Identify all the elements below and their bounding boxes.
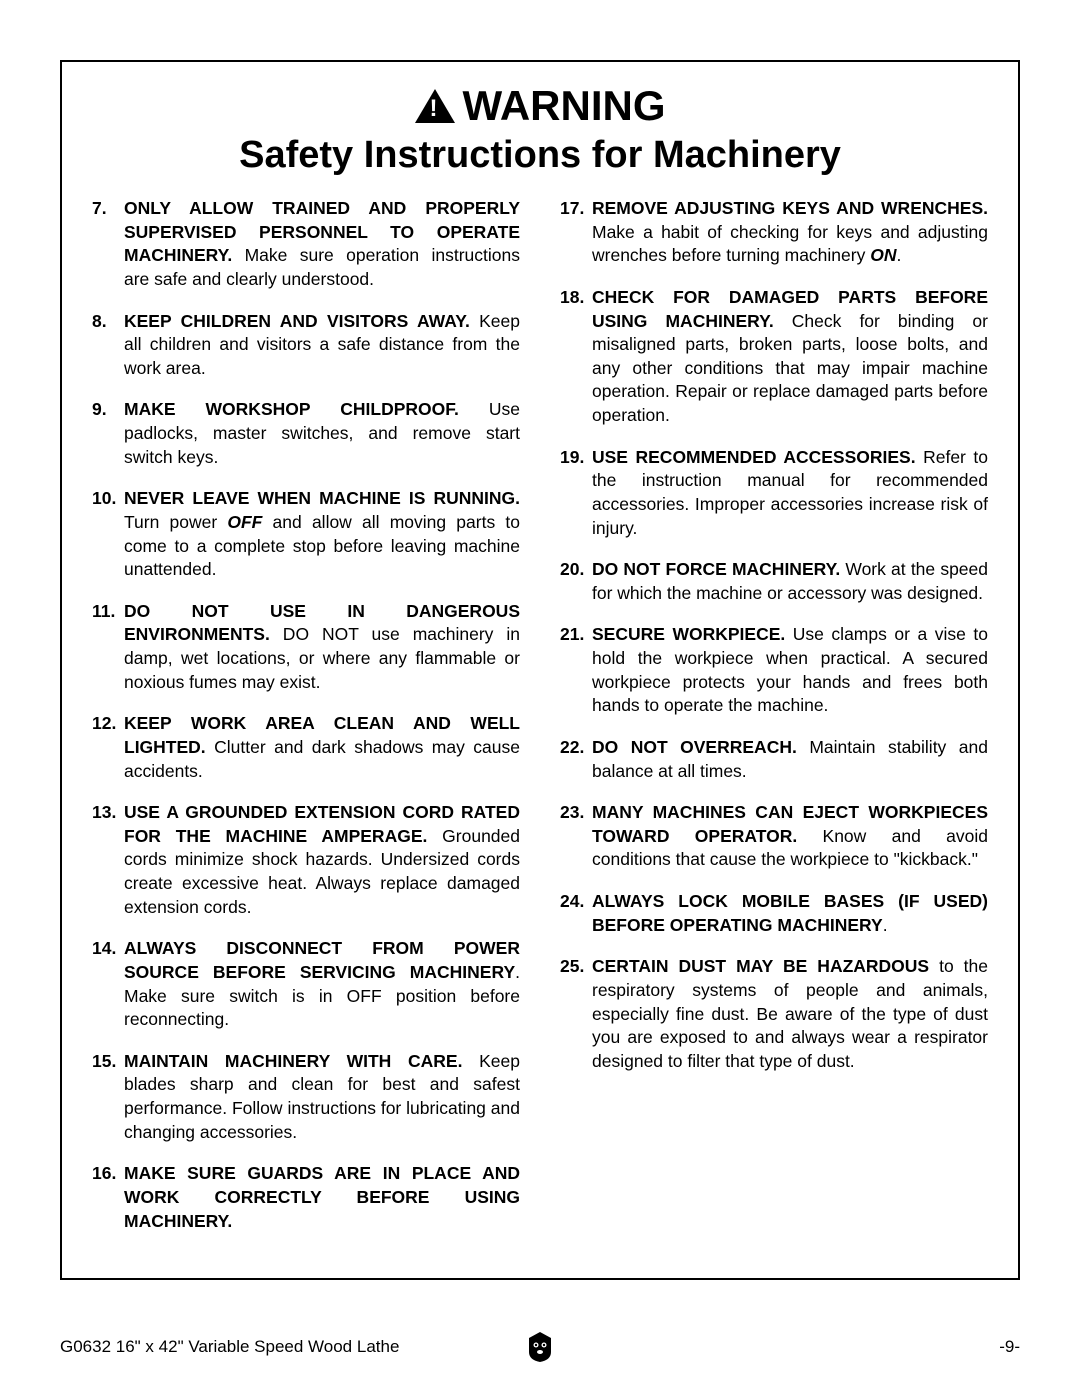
footer-left: G0632 16" x 42" Variable Speed Wood Lath… <box>60 1337 399 1357</box>
item-number: 16. <box>92 1162 124 1233</box>
item-bold-text: USE RECOMMENDED ACCESSORIES. <box>592 447 916 467</box>
item-bold-text: MAKE SURE GUARDS ARE IN PLACE AND WORK C… <box>124 1163 520 1230</box>
item-bold-text: USE A GROUNDED EXTENSION CORD RATED FOR … <box>124 802 520 846</box>
item-text: SECURE WORKPIECE. Use clamps or a vise t… <box>592 623 988 718</box>
item-text: USE A GROUNDED EXTENSION CORD RATED FOR … <box>124 801 520 919</box>
item-number: 7. <box>92 197 124 292</box>
item-number: 23. <box>560 801 592 872</box>
item-bold-text: MAKE WORKSHOP CHILDPROOF. <box>124 399 459 419</box>
item-text: NEVER LEAVE WHEN MACHINE IS RUNNING. Tur… <box>124 487 520 582</box>
list-item: 25.CERTAIN DUST MAY BE HAZARDOUS to the … <box>560 955 988 1073</box>
item-number: 10. <box>92 487 124 582</box>
item-number: 8. <box>92 310 124 381</box>
item-number: 12. <box>92 712 124 783</box>
item-text: CERTAIN DUST MAY BE HAZARDOUS to the res… <box>592 955 988 1073</box>
header: WARNING Safety Instructions for Machiner… <box>92 82 988 177</box>
footer-right: -9- <box>999 1337 1020 1357</box>
footer-logo-icon <box>525 1330 555 1364</box>
list-item: 23.MANY MACHINES CAN EJECT WORKPIECES TO… <box>560 801 988 872</box>
list-item: 11.DO NOT USE IN DANGEROUS ENVIRONMENTS.… <box>92 600 520 695</box>
item-number: 11. <box>92 600 124 695</box>
list-item: 8.KEEP CHILDREN AND VISITORS AWAY. Keep … <box>92 310 520 381</box>
list-item: 10.NEVER LEAVE WHEN MACHINE IS RUNNING. … <box>92 487 520 582</box>
warning-line: WARNING <box>92 82 988 130</box>
item-text: MANY MACHINES CAN EJECT WORKPIECES TOWAR… <box>592 801 988 872</box>
item-bold-text: NEVER LEAVE WHEN MACHINE IS RUNNING. <box>124 488 520 508</box>
right-column: 17.REMOVE ADJUSTING KEYS AND WRENCHES. M… <box>560 197 988 1251</box>
item-text: KEEP WORK AREA CLEAN AND WELL LIGHTED. C… <box>124 712 520 783</box>
warning-text: WARNING <box>463 82 666 130</box>
item-bold-text: CHECK FOR DAMAGED PARTS BEFORE USING MAC… <box>592 287 988 331</box>
item-number: 9. <box>92 398 124 469</box>
item-number: 22. <box>560 736 592 783</box>
item-bold-text: DO NOT OVERREACH. <box>592 737 797 757</box>
list-item: 24.ALWAYS LOCK MOBILE BASES (IF USED) BE… <box>560 890 988 937</box>
subtitle: Safety Instructions for Machinery <box>92 134 988 177</box>
left-column: 7.ONLY ALLOW TRAINED AND PROPERLY SUPERV… <box>92 197 520 1251</box>
item-number: 19. <box>560 446 592 541</box>
list-item: 14.ALWAYS DISCONNECT FROM POWER SOURCE B… <box>92 937 520 1032</box>
item-number: 24. <box>560 890 592 937</box>
list-item: 19.USE RECOMMENDED ACCESSORIES. Refer to… <box>560 446 988 541</box>
item-number: 15. <box>92 1050 124 1145</box>
item-bold-text: REMOVE ADJUSTING KEYS AND WRENCHES. <box>592 198 988 218</box>
item-text: ALWAYS LOCK MOBILE BASES (IF USED) BEFOR… <box>592 890 988 937</box>
list-item: 18.CHECK FOR DAMAGED PARTS BEFORE USING … <box>560 286 988 428</box>
list-item: 7.ONLY ALLOW TRAINED AND PROPERLY SUPERV… <box>92 197 520 292</box>
item-bold-text: MAINTAIN MACHINERY WITH CARE. <box>124 1051 462 1071</box>
item-number: 25. <box>560 955 592 1073</box>
list-item: 12.KEEP WORK AREA CLEAN AND WELL LIGHTED… <box>92 712 520 783</box>
list-item: 9.MAKE WORKSHOP CHILDPROOF. Use padlocks… <box>92 398 520 469</box>
list-item: 22.DO NOT OVERREACH. Maintain stability … <box>560 736 988 783</box>
item-number: 18. <box>560 286 592 428</box>
item-text: DO NOT FORCE MACHINERY. Work at the spee… <box>592 558 988 605</box>
item-bold-text: MANY MACHINES CAN EJECT WORKPIECES TOWAR… <box>592 802 988 846</box>
item-text: KEEP CHILDREN AND VISITORS AWAY. Keep al… <box>124 310 520 381</box>
item-number: 17. <box>560 197 592 268</box>
page-border: WARNING Safety Instructions for Machiner… <box>60 60 1020 1280</box>
item-number: 14. <box>92 937 124 1032</box>
item-number: 13. <box>92 801 124 919</box>
item-text: ALWAYS DISCONNECT FROM POWER SOURCE BEFO… <box>124 937 520 1032</box>
item-bold-text: DO NOT USE IN DANGEROUS ENVIRONMENTS. <box>124 601 520 645</box>
item-number: 20. <box>560 558 592 605</box>
item-bold-text: KEEP CHILDREN AND VISITORS AWAY. <box>124 311 470 331</box>
item-emphasis: ON <box>870 245 896 265</box>
list-item: 17.REMOVE ADJUSTING KEYS AND WRENCHES. M… <box>560 197 988 268</box>
list-item: 20.DO NOT FORCE MACHINERY. Work at the s… <box>560 558 988 605</box>
item-bold-text: ONLY ALLOW TRAINED AND PROPERLY SUPERVIS… <box>124 198 520 265</box>
list-item: 15.MAINTAIN MACHINERY WITH CARE. Keep bl… <box>92 1050 520 1145</box>
item-text: USE RECOMMENDED ACCESSORIES. Refer to th… <box>592 446 988 541</box>
list-item: 21.SECURE WORKPIECE. Use clamps or a vis… <box>560 623 988 718</box>
item-bold-text: KEEP WORK AREA CLEAN AND WELL LIGHTED. <box>124 713 520 757</box>
item-bold-text: ALWAYS LOCK MOBILE BASES (IF USED) BEFOR… <box>592 891 988 935</box>
item-text: MAKE WORKSHOP CHILDPROOF. Use padlocks, … <box>124 398 520 469</box>
item-text: REMOVE ADJUSTING KEYS AND WRENCHES. Make… <box>592 197 988 268</box>
item-text: MAINTAIN MACHINERY WITH CARE. Keep blade… <box>124 1050 520 1145</box>
list-item: 13.USE A GROUNDED EXTENSION CORD RATED F… <box>92 801 520 919</box>
item-bold-text: DO NOT FORCE MACHINERY. <box>592 559 840 579</box>
footer: G0632 16" x 42" Variable Speed Wood Lath… <box>60 1337 1020 1357</box>
item-text: DO NOT USE IN DANGEROUS ENVIRONMENTS. DO… <box>124 600 520 695</box>
list-item: 16.MAKE SURE GUARDS ARE IN PLACE AND WOR… <box>92 1162 520 1233</box>
item-text: MAKE SURE GUARDS ARE IN PLACE AND WORK C… <box>124 1162 520 1233</box>
item-emphasis: OFF <box>227 512 262 532</box>
item-bold-text: SECURE WORKPIECE. <box>592 624 785 644</box>
item-bold-text: CERTAIN DUST MAY BE HAZARDOUS <box>592 956 929 976</box>
item-number: 21. <box>560 623 592 718</box>
warning-icon <box>415 89 455 123</box>
item-text: CHECK FOR DAMAGED PARTS BEFORE USING MAC… <box>592 286 988 428</box>
item-bold-text: ALWAYS DISCONNECT FROM POWER SOURCE BEFO… <box>124 938 520 982</box>
item-text: DO NOT OVERREACH. Maintain stability and… <box>592 736 988 783</box>
content-columns: 7.ONLY ALLOW TRAINED AND PROPERLY SUPERV… <box>92 197 988 1251</box>
item-text: ONLY ALLOW TRAINED AND PROPERLY SUPERVIS… <box>124 197 520 292</box>
